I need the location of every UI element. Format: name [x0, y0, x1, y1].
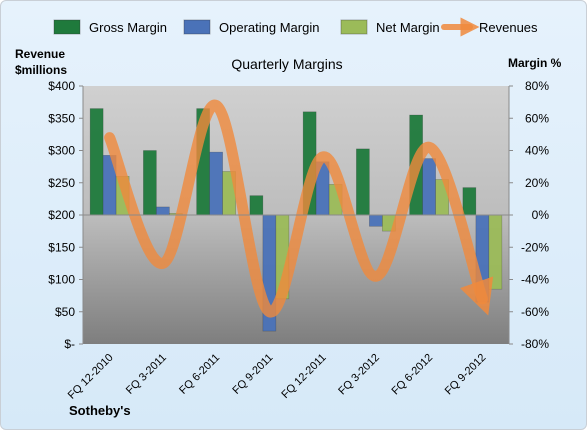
revenues-point-fq-12-2010 [108, 136, 112, 140]
revenues-point-fq-9-2011 [267, 310, 271, 314]
right-tick-label: -40% [521, 273, 549, 287]
right-tick-label: -80% [521, 337, 549, 351]
revenues-point-fq-12-2011 [321, 155, 325, 159]
legend-swatch-net-margin [340, 19, 368, 35]
right-tick-label: 60% [525, 111, 549, 125]
bar-gross-margin-fq-9-2012 [462, 187, 477, 216]
left-tick-label: $100 [48, 273, 75, 287]
right-tick-label: 0% [532, 208, 550, 222]
revenue-line-group [104, 99, 494, 318]
left-tick-label: $300 [48, 144, 75, 158]
revenues-point-fq-6-2011 [214, 103, 218, 107]
legend-swatch-gross-margin [53, 19, 81, 35]
x-tick-label-fq-9-2011: FQ 9-2011 [230, 352, 275, 397]
left-tick-label: $- [64, 337, 75, 351]
bar-gross-margin-fq-3-2011 [143, 150, 157, 216]
revenues-point-fq-6-2012 [427, 145, 431, 149]
x-tick-label-fq-6-2011: FQ 6-2011 [177, 352, 222, 397]
bar-operating-margin-fq-3-2011 [156, 206, 170, 216]
revenues-point-fq-3-2011 [161, 261, 165, 265]
company-label: Sotheby's [69, 403, 131, 418]
right-tick-label: 20% [525, 176, 549, 190]
left-axis-label-line2: $millions [15, 63, 67, 77]
bar-gross-margin-fq-9-2011 [249, 195, 264, 216]
x-tick-label-fq-3-2012: FQ 3-2012 [336, 352, 382, 398]
left-tick-label: $250 [48, 176, 75, 190]
left-tick-label: $350 [48, 111, 75, 125]
right-tick-label: 40% [525, 144, 549, 158]
bar-gross-margin-fq-3-2012 [356, 148, 370, 216]
bar-operating-margin-fq-3-2012 [369, 214, 383, 227]
right-axis-label: Margin % [508, 56, 562, 70]
x-tick-label-fq-9-2012: FQ 9-2012 [443, 352, 489, 398]
legend-label-net-margin: Net Margin [376, 20, 440, 35]
bar-net-margin-fq-9-2012 [488, 214, 503, 290]
revenues-point-fq-9-2012 [480, 297, 484, 301]
bar-gross-margin-fq-12-2010 [89, 108, 104, 216]
left-tick-label: $200 [48, 208, 75, 222]
left-tick-label: $150 [48, 240, 75, 254]
legend-swatch-operating-margin [183, 19, 211, 35]
chart-title: Quarterly Margins [231, 56, 342, 72]
left-axis-label-line1: Revenue [15, 47, 65, 61]
x-tick-label-fq-6-2012: FQ 6-2012 [390, 352, 436, 398]
legend-label-gross-margin: Gross Margin [89, 20, 167, 35]
left-tick-label: $400 [48, 79, 75, 93]
x-tick-label-fq-3-2011: FQ 3-2011 [124, 352, 169, 397]
revenues-point-fq-3-2012 [374, 274, 378, 278]
right-tick-label: -60% [521, 305, 549, 319]
legend-label-revenues: Revenues [479, 20, 538, 35]
bar-operating-margin-fq-6-2012 [422, 158, 436, 216]
left-tick-label: $50 [55, 305, 75, 319]
x-tick-label-fq-12-2010: FQ 12-2010 [66, 352, 116, 402]
x-tick-label-fq-12-2011: FQ 12-2011 [279, 352, 328, 401]
right-tick-label: -20% [521, 240, 549, 254]
revenues-line [104, 99, 494, 318]
right-tick-label: 80% [525, 79, 549, 93]
bar-operating-margin-fq-6-2011 [209, 151, 223, 216]
legend: Gross Margin Operating Margin Net Margin Re… [53, 17, 538, 37]
legend-label-operating-margin: Operating Margin [219, 20, 319, 35]
